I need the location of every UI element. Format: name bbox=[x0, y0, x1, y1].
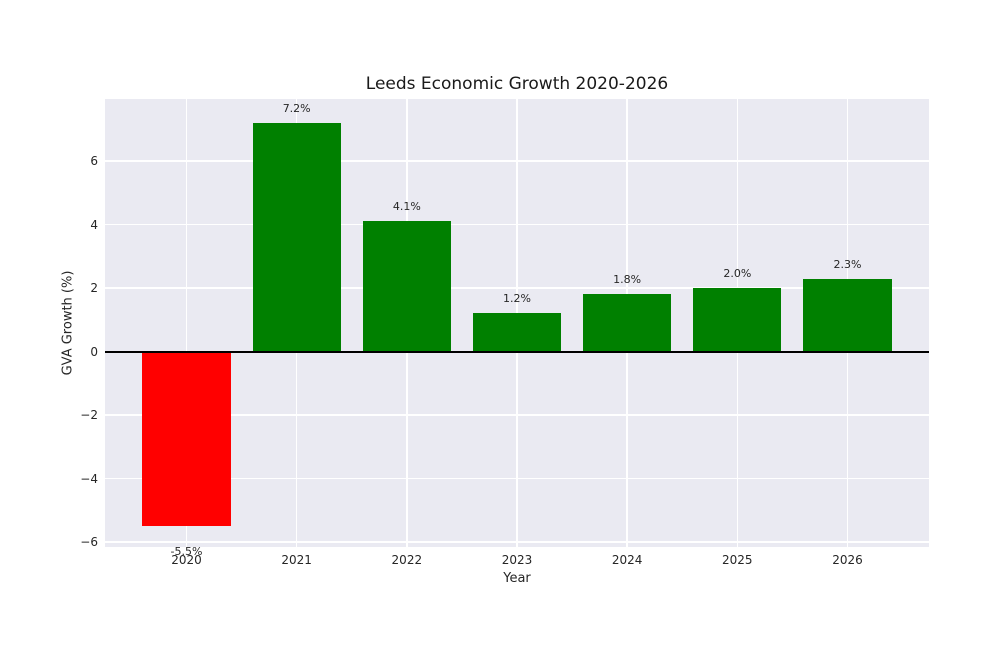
x-axis-label: Year bbox=[503, 571, 531, 586]
y-tick-label: 0 bbox=[90, 344, 98, 359]
x-tick-label: 2022 bbox=[391, 553, 423, 567]
x-tick-label: 2024 bbox=[611, 553, 643, 567]
bar-2021 bbox=[252, 122, 341, 352]
y-tick-label: −2 bbox=[80, 408, 98, 423]
x-tick-label: 2023 bbox=[501, 553, 533, 567]
x-tick-label: 2025 bbox=[722, 553, 753, 567]
bar-2023 bbox=[472, 313, 562, 352]
y-tick-label: −6 bbox=[80, 535, 98, 550]
bar-2022 bbox=[362, 221, 451, 352]
x-tick-label: 2026 bbox=[832, 553, 863, 567]
y-tick-label: −4 bbox=[80, 471, 98, 486]
bar-value-label: 2.3% bbox=[833, 257, 862, 271]
bar-2025 bbox=[693, 288, 782, 352]
zero-baseline bbox=[105, 350, 929, 353]
bar-value-label: 4.1% bbox=[392, 200, 421, 214]
plot-area bbox=[105, 99, 929, 547]
x-tick-label: 2020 bbox=[171, 553, 202, 567]
bar-2024 bbox=[583, 294, 672, 352]
x-tick-label: 2021 bbox=[281, 553, 312, 567]
bar-value-label: 1.8% bbox=[613, 273, 642, 287]
chart-title: Leeds Economic Growth 2020-2026 bbox=[365, 74, 669, 94]
bar-2020 bbox=[142, 351, 231, 527]
y-tick-label: 6 bbox=[90, 153, 98, 168]
bar-value-label: 1.2% bbox=[503, 292, 531, 306]
bar-value-label: -5.5% bbox=[170, 545, 203, 559]
bar-value-label: 7.2% bbox=[282, 101, 311, 115]
y-tick-label: 4 bbox=[90, 217, 98, 232]
y-tick-label: 2 bbox=[90, 281, 98, 296]
bar-2026 bbox=[803, 278, 892, 352]
bar-value-label: 2.0% bbox=[723, 267, 752, 281]
vertical-gridline bbox=[185, 99, 188, 547]
